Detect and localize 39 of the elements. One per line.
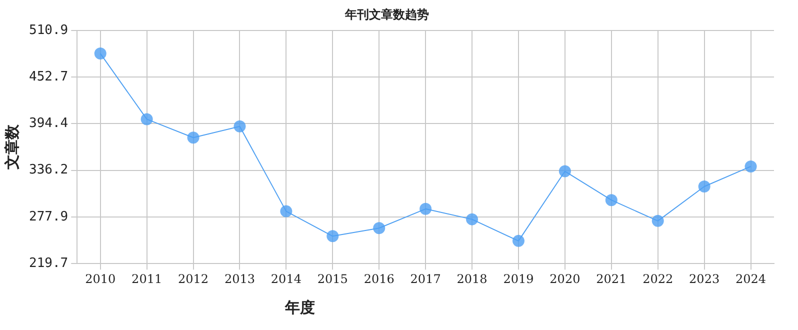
point [420,202,432,215]
point [140,113,153,126]
point [652,214,664,227]
point [466,213,478,226]
x-tick-label: 2018 [456,272,488,286]
y-tick-label: 394.4 [28,116,68,132]
x-tick-label: 2020 [550,272,580,286]
point [373,222,386,234]
y-tick-label: 510.9 [28,22,68,38]
x-tick-label: 2023 [689,272,720,286]
x-axis-title: 年度 [284,298,316,316]
x-tick-label: 2014 [270,272,302,286]
x-tick-label: 2011 [132,272,162,286]
point [326,230,339,242]
x-tick-label: 2013 [224,272,256,286]
x-tick-label: 2016 [364,272,394,286]
point [605,194,618,206]
point [744,160,757,172]
point [558,165,571,178]
point [94,48,106,60]
point [698,180,710,192]
x-tick-label: 2017 [410,272,441,286]
point [187,132,200,144]
point [512,234,524,247]
y-tick-label: 452.7 [28,69,68,84]
y-axis-title: 文章数 [2,124,21,170]
x-tick-label: 2019 [503,272,534,286]
x-tick-label: 2022 [642,272,674,286]
point [234,120,246,132]
x-tick-label: 2024 [736,272,766,286]
chart-title: 年刊文章数趋势 [344,7,429,22]
y-tick-label: 277.9 [28,209,68,224]
x-tick-label: 2015 [317,272,348,286]
y-tick-label: 336.2 [28,162,68,178]
y-tick-label: 219.7 [28,256,68,271]
x-tick-label: 2010 [85,272,116,286]
point [280,205,292,218]
x-tick-label: 2021 [596,272,627,286]
x-tick-label: 2012 [178,272,209,286]
